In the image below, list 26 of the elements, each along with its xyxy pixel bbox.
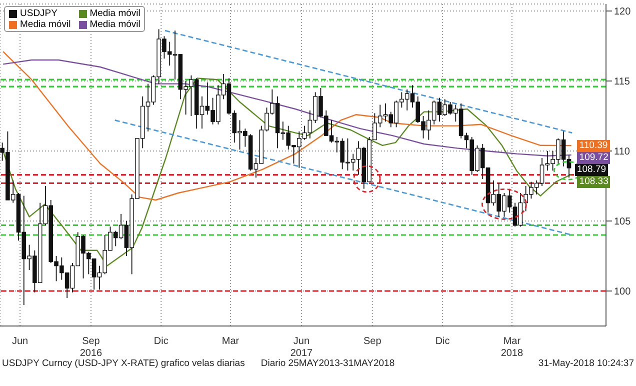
line-series <box>2 51 572 201</box>
annotation: 108.79 <box>574 164 608 176</box>
x-tick-label: Dic <box>435 336 450 347</box>
y-tick-label: 100 <box>614 286 632 298</box>
annotation: 110.39 <box>577 140 610 152</box>
x-tick-label: Jun <box>12 336 28 347</box>
line-series <box>2 59 572 156</box>
x-tick-label: Dic <box>154 336 168 347</box>
x-tick-label: Mar 2018 <box>500 336 524 359</box>
x-tick-label: Mar <box>222 336 240 347</box>
legend-label: Media móvil <box>90 19 140 30</box>
text: USDJPY Curncy (USD-JPY X-RATE) grafico velas diarias <box>2 358 245 369</box>
annotation: 109.72 <box>577 152 610 164</box>
legend-label: Media móvil <box>20 19 71 30</box>
x-tick-label: Sep <box>363 336 382 347</box>
y-tick-label: 110 <box>614 146 630 158</box>
y-tick-label: 120 <box>614 6 632 18</box>
y-tick-label: 115 <box>614 76 630 88</box>
annotation: 108.33 <box>577 176 610 188</box>
legend-label: USDJPY <box>20 8 58 19</box>
text: Diario 25MAY2013-31MAY2018 <box>260 358 395 369</box>
text: 31-May-2018 10:24:37 <box>538 358 634 369</box>
legend-label: Media móvil <box>90 8 140 19</box>
x-tick-label: Sep 2016 <box>80 336 103 359</box>
y-tick-label: 105 <box>614 216 632 228</box>
x-tick-label: Jun 2017 <box>290 336 314 359</box>
